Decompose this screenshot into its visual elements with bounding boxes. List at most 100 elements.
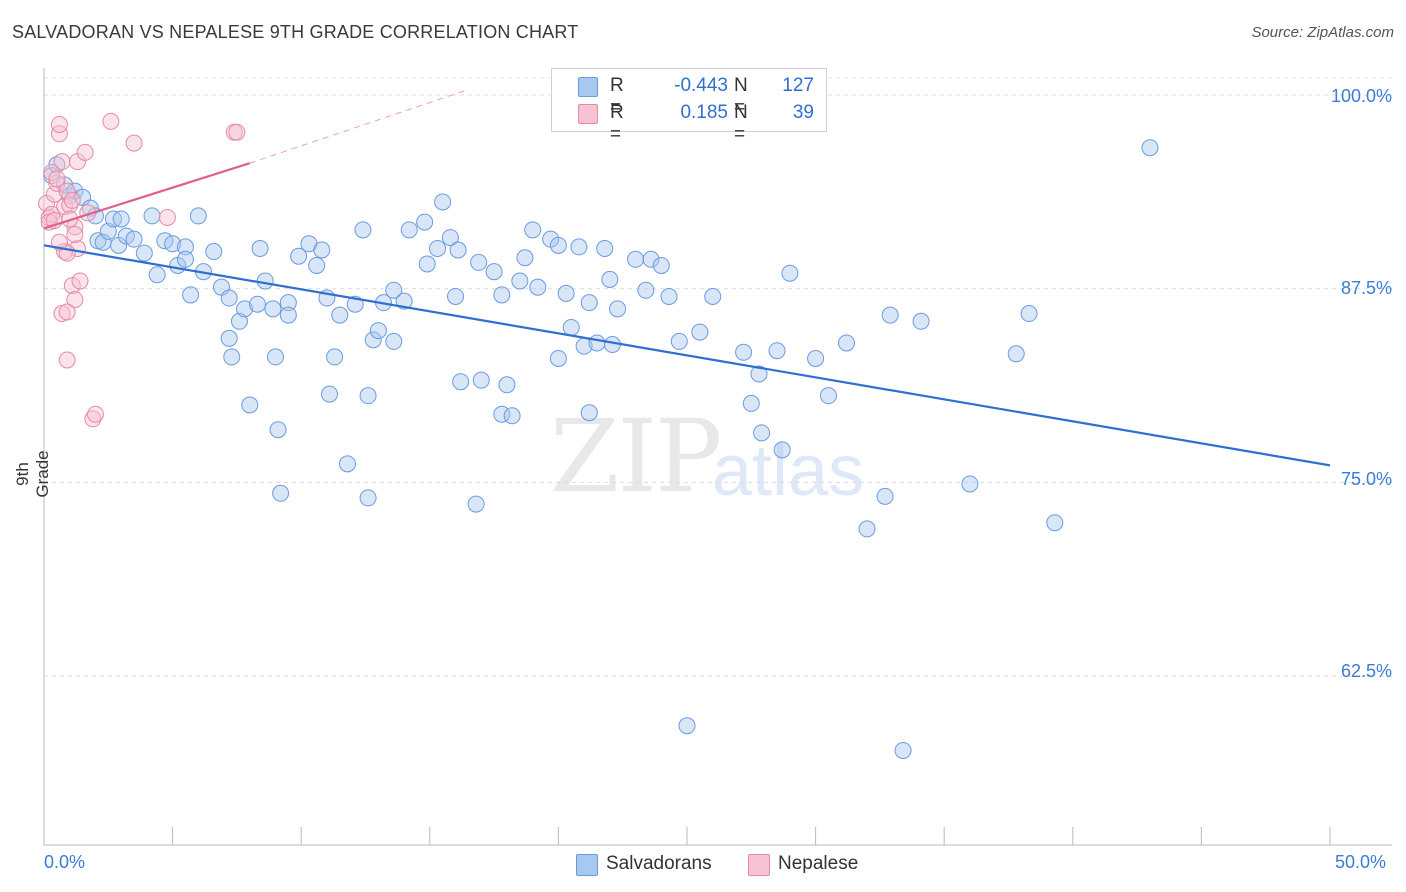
salvadorans-point [562, 318, 580, 336]
salvadorans-point [753, 424, 771, 442]
salvadorans-point [704, 287, 722, 305]
salvadorans-point [467, 495, 485, 513]
data-points [38, 112, 1159, 759]
watermark-zip: ZIP [550, 398, 722, 515]
salvadorans-point [220, 289, 238, 307]
salvadorans-point [176, 238, 194, 256]
nepalese-point [58, 351, 76, 369]
nepalese-swatch [748, 854, 770, 876]
salvadorans-point [881, 306, 899, 324]
nepalese-point [63, 191, 81, 209]
n-label: N = [734, 102, 748, 145]
salvadorans-point [164, 235, 182, 253]
salvadorans-point [912, 312, 930, 330]
salvadorans-point [609, 300, 627, 318]
salvadorans-point [580, 294, 598, 312]
salvadorans-point [143, 207, 161, 225]
salvadorans-point [637, 281, 655, 299]
nepalese-point [58, 303, 76, 321]
salvadorans-point [781, 264, 799, 282]
nepalese-point [66, 291, 84, 309]
grid-lines [44, 77, 1392, 677]
salvadorans-point [511, 272, 529, 290]
y-tick-label: 100.0% [1330, 86, 1392, 106]
nepalese-point [61, 210, 79, 228]
salvadorans-point [503, 407, 521, 425]
salvadorans-point [364, 331, 382, 349]
nepalese-point [58, 182, 76, 200]
salvadorans-point [449, 241, 467, 259]
salvadorans-point [264, 300, 282, 318]
salvadorans-point [691, 323, 709, 341]
salvadorans-point [176, 250, 194, 268]
salvadorans-point [125, 230, 143, 248]
salvadorans-point [112, 210, 130, 228]
axes [43, 68, 1392, 846]
salvadorans-point [205, 243, 223, 261]
nepalese-point [84, 410, 102, 428]
salvadorans-point [279, 306, 297, 324]
nepalese-point [102, 112, 120, 130]
salvadorans-point [241, 396, 259, 414]
salvadorans-point [807, 349, 825, 367]
r-value: 0.185 [680, 102, 728, 123]
n-value: 39 [792, 102, 814, 123]
salvadorans-point [596, 239, 614, 257]
salvadorans-point [1141, 139, 1159, 157]
salvadorans-point [961, 475, 979, 493]
salvadorans-point [773, 441, 791, 459]
nepalese-trend-extension [249, 89, 466, 164]
salvadorans-point [434, 193, 452, 211]
correlation-legend: R = -0.443 N = 127 R = 0.185 N = 39 [551, 68, 827, 145]
salvadorans-point [1020, 305, 1038, 323]
salvadorans-point [678, 717, 696, 735]
nepalese-point [53, 153, 71, 171]
salvadorans-point [269, 421, 287, 439]
salvadorans-point [182, 286, 200, 304]
salvadorans-point [369, 322, 387, 340]
salvadorans-point [395, 292, 413, 310]
salvadorans-point [742, 394, 760, 412]
salvadorans-point [735, 343, 753, 361]
series-legend: Salvadorans Nepalese [0, 852, 1406, 878]
nepalese-swatch [578, 104, 598, 124]
legend-label: Salvadorans [606, 853, 712, 874]
salvadorans-swatch [576, 854, 598, 876]
salvadorans-point [670, 332, 688, 350]
salvadorans-point [498, 376, 516, 394]
salvadorans-point [418, 255, 436, 273]
salvadorans-point [470, 253, 488, 271]
salvadorans-point [485, 263, 503, 281]
salvadorans-point [320, 385, 338, 403]
salvadorans-point [338, 455, 356, 473]
x-tick-label: 50.0% [1335, 852, 1387, 872]
y-tick-label: 75.0% [1340, 469, 1392, 489]
salvadorans-point [189, 207, 207, 225]
n-value: 127 [782, 75, 814, 96]
salvadorans-point [220, 329, 238, 347]
salvadorans-point [385, 281, 403, 299]
salvadorans-point [819, 387, 837, 405]
legend-label: Nepalese [778, 853, 859, 874]
nepalese-trend-line [43, 162, 251, 230]
salvadorans-point [248, 295, 266, 313]
salvadorans-point [400, 221, 418, 239]
y-tick-label: 62.5% [1340, 661, 1392, 681]
salvadorans-point [223, 348, 241, 366]
salvadorans-point [256, 272, 274, 290]
y-tick-label: 87.5% [1340, 278, 1392, 298]
salvadorans-point [570, 238, 588, 256]
salvadorans-point [266, 348, 284, 366]
salvadorans-point [447, 287, 465, 305]
salvadorans-point [272, 484, 290, 502]
salvadorans-point [251, 239, 269, 257]
nepalese-point [61, 196, 79, 214]
salvadorans-point [529, 278, 547, 296]
salvadorans-point [359, 489, 377, 507]
salvadorans-point [354, 221, 372, 239]
salvadorans-point [452, 373, 470, 391]
salvadorans-point [441, 229, 459, 247]
salvadorans-point [313, 241, 331, 259]
nepalese-point [50, 125, 68, 143]
